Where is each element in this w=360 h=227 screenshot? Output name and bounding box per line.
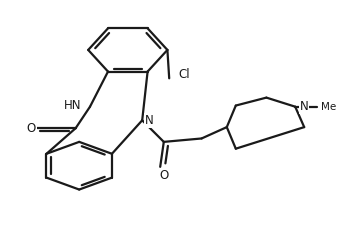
Text: O: O — [27, 122, 36, 135]
Text: Cl: Cl — [178, 68, 190, 81]
Text: HN: HN — [63, 99, 81, 112]
Text: O: O — [159, 169, 168, 182]
Text: N: N — [145, 114, 154, 127]
Text: Me: Me — [321, 102, 336, 112]
Text: N: N — [300, 100, 308, 113]
